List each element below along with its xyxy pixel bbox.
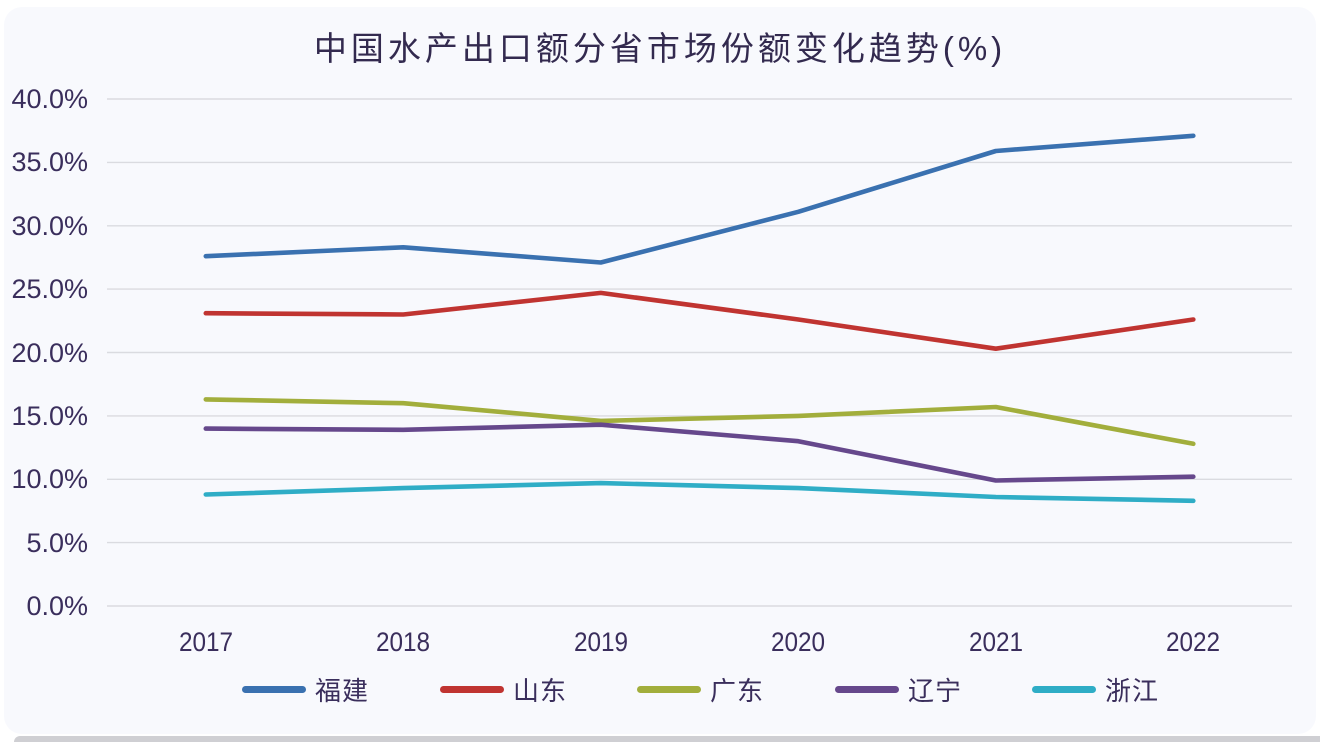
y-tick-label: 25.0% [11,274,88,304]
series-line-3 [203,422,1196,483]
x-tick-label: 2020 [770,627,826,657]
legend-swatch [440,685,504,693]
y-tick-label: 20.0% [11,338,88,368]
legend-swatch [835,685,899,693]
legend-label: 福建 [315,675,370,706]
series-line-2 [203,397,1196,447]
legend-item-2: 广东 [637,674,764,706]
y-tick-label: 15.0% [11,401,88,431]
legend-swatch [242,685,306,693]
y-tick-label: 30.0% [11,211,88,241]
bottom-strip [14,736,1320,742]
y-tick-label: 5.0% [26,528,88,558]
y-tick-label: 40.0% [11,84,88,114]
legend-label: 浙江 [1105,675,1160,706]
legend-item-3: 辽宁 [835,674,962,706]
legend-item-0: 福建 [242,674,369,706]
legend-label: 广东 [710,675,765,706]
x-tick-label: 2018 [375,627,431,657]
x-tick-label: 2021 [968,627,1024,657]
x-tick-label: 2017 [178,627,234,657]
series-line-4 [203,480,1196,504]
x-tick-label: 2022 [1165,627,1221,657]
legend-item-4: 浙江 [1032,674,1159,706]
legend-label: 山东 [513,675,568,706]
y-tick-label: 35.0% [11,147,88,177]
series-line-1 [203,290,1196,352]
y-tick-label: 0.0% [26,591,88,621]
legend-label: 辽宁 [908,675,963,706]
legend-swatch [1032,685,1096,693]
y-tick-label: 10.0% [11,464,88,494]
legend-item-1: 山东 [440,674,567,706]
chart-card [4,7,1316,734]
legend-swatch [637,685,701,693]
chart-title: 中国水产出口额分省市场份额变化趋势(%) [313,30,1007,67]
x-tick-label: 2019 [573,627,629,657]
series-line-0 [203,133,1196,265]
